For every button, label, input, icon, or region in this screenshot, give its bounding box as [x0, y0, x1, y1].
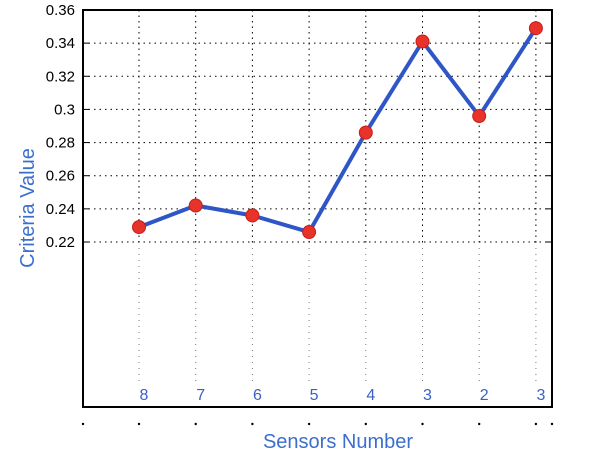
y-tick-label: 0.24: [46, 201, 75, 218]
sensor-number-label: 2: [480, 387, 489, 404]
y-tick-label: 0.34: [46, 35, 75, 52]
x-axis-dot: [81, 422, 85, 426]
x-axis-dot: [364, 422, 367, 426]
x-axis-title: Sensors Number: [263, 431, 413, 453]
x-axis-dot: [137, 422, 141, 426]
y-tick-label: 0.28: [46, 135, 75, 152]
x-axis-dot: [251, 422, 254, 426]
sensor-number-label: 4: [366, 387, 375, 404]
data-point: [245, 208, 260, 223]
series-line: [137, 26, 538, 235]
data-point: [302, 225, 317, 240]
y-tick-label: 0.26: [46, 168, 75, 185]
x-axis-dot: [478, 422, 481, 426]
x-axis-dot: [194, 422, 197, 426]
data-point: [358, 125, 373, 140]
sensor-number-label: 3: [423, 387, 432, 404]
y-tick-label: 0.32: [46, 68, 75, 85]
y-tick-label: 0.36: [46, 2, 75, 19]
plot-background: [83, 10, 552, 407]
plot-frame: [82, 9, 553, 408]
sensor-number-label: 7: [196, 387, 205, 404]
data-point: [132, 220, 146, 235]
sensor-labels: 8 7 6 5 4 3 2 3: [140, 387, 546, 404]
data-point: [415, 34, 430, 49]
y-tick-label: 0.3: [54, 101, 75, 118]
x-axis-dot: [307, 422, 311, 426]
data-point: [528, 21, 543, 36]
sensor-number-label: 3: [536, 387, 545, 404]
x-axis-dot: [421, 422, 424, 426]
y-axis-title: Criteria Value: [17, 148, 39, 268]
sensor-number-label: 8: [140, 387, 149, 404]
data-point: [188, 198, 203, 213]
x-axis-dot: [534, 422, 538, 426]
sensor-number-label: 5: [310, 387, 319, 404]
sensor-number-label: 6: [253, 387, 262, 404]
y-tick-label: 0.22: [46, 234, 75, 251]
data-markers: [132, 21, 543, 240]
x-axis-dot: [550, 422, 554, 426]
y-axis-ticks: 0.22 0.24 0.26 0.28 0.3 0.32 0.34 0.36: [46, 2, 552, 251]
x-axis-dots: [81, 422, 554, 426]
data-point: [472, 109, 487, 124]
